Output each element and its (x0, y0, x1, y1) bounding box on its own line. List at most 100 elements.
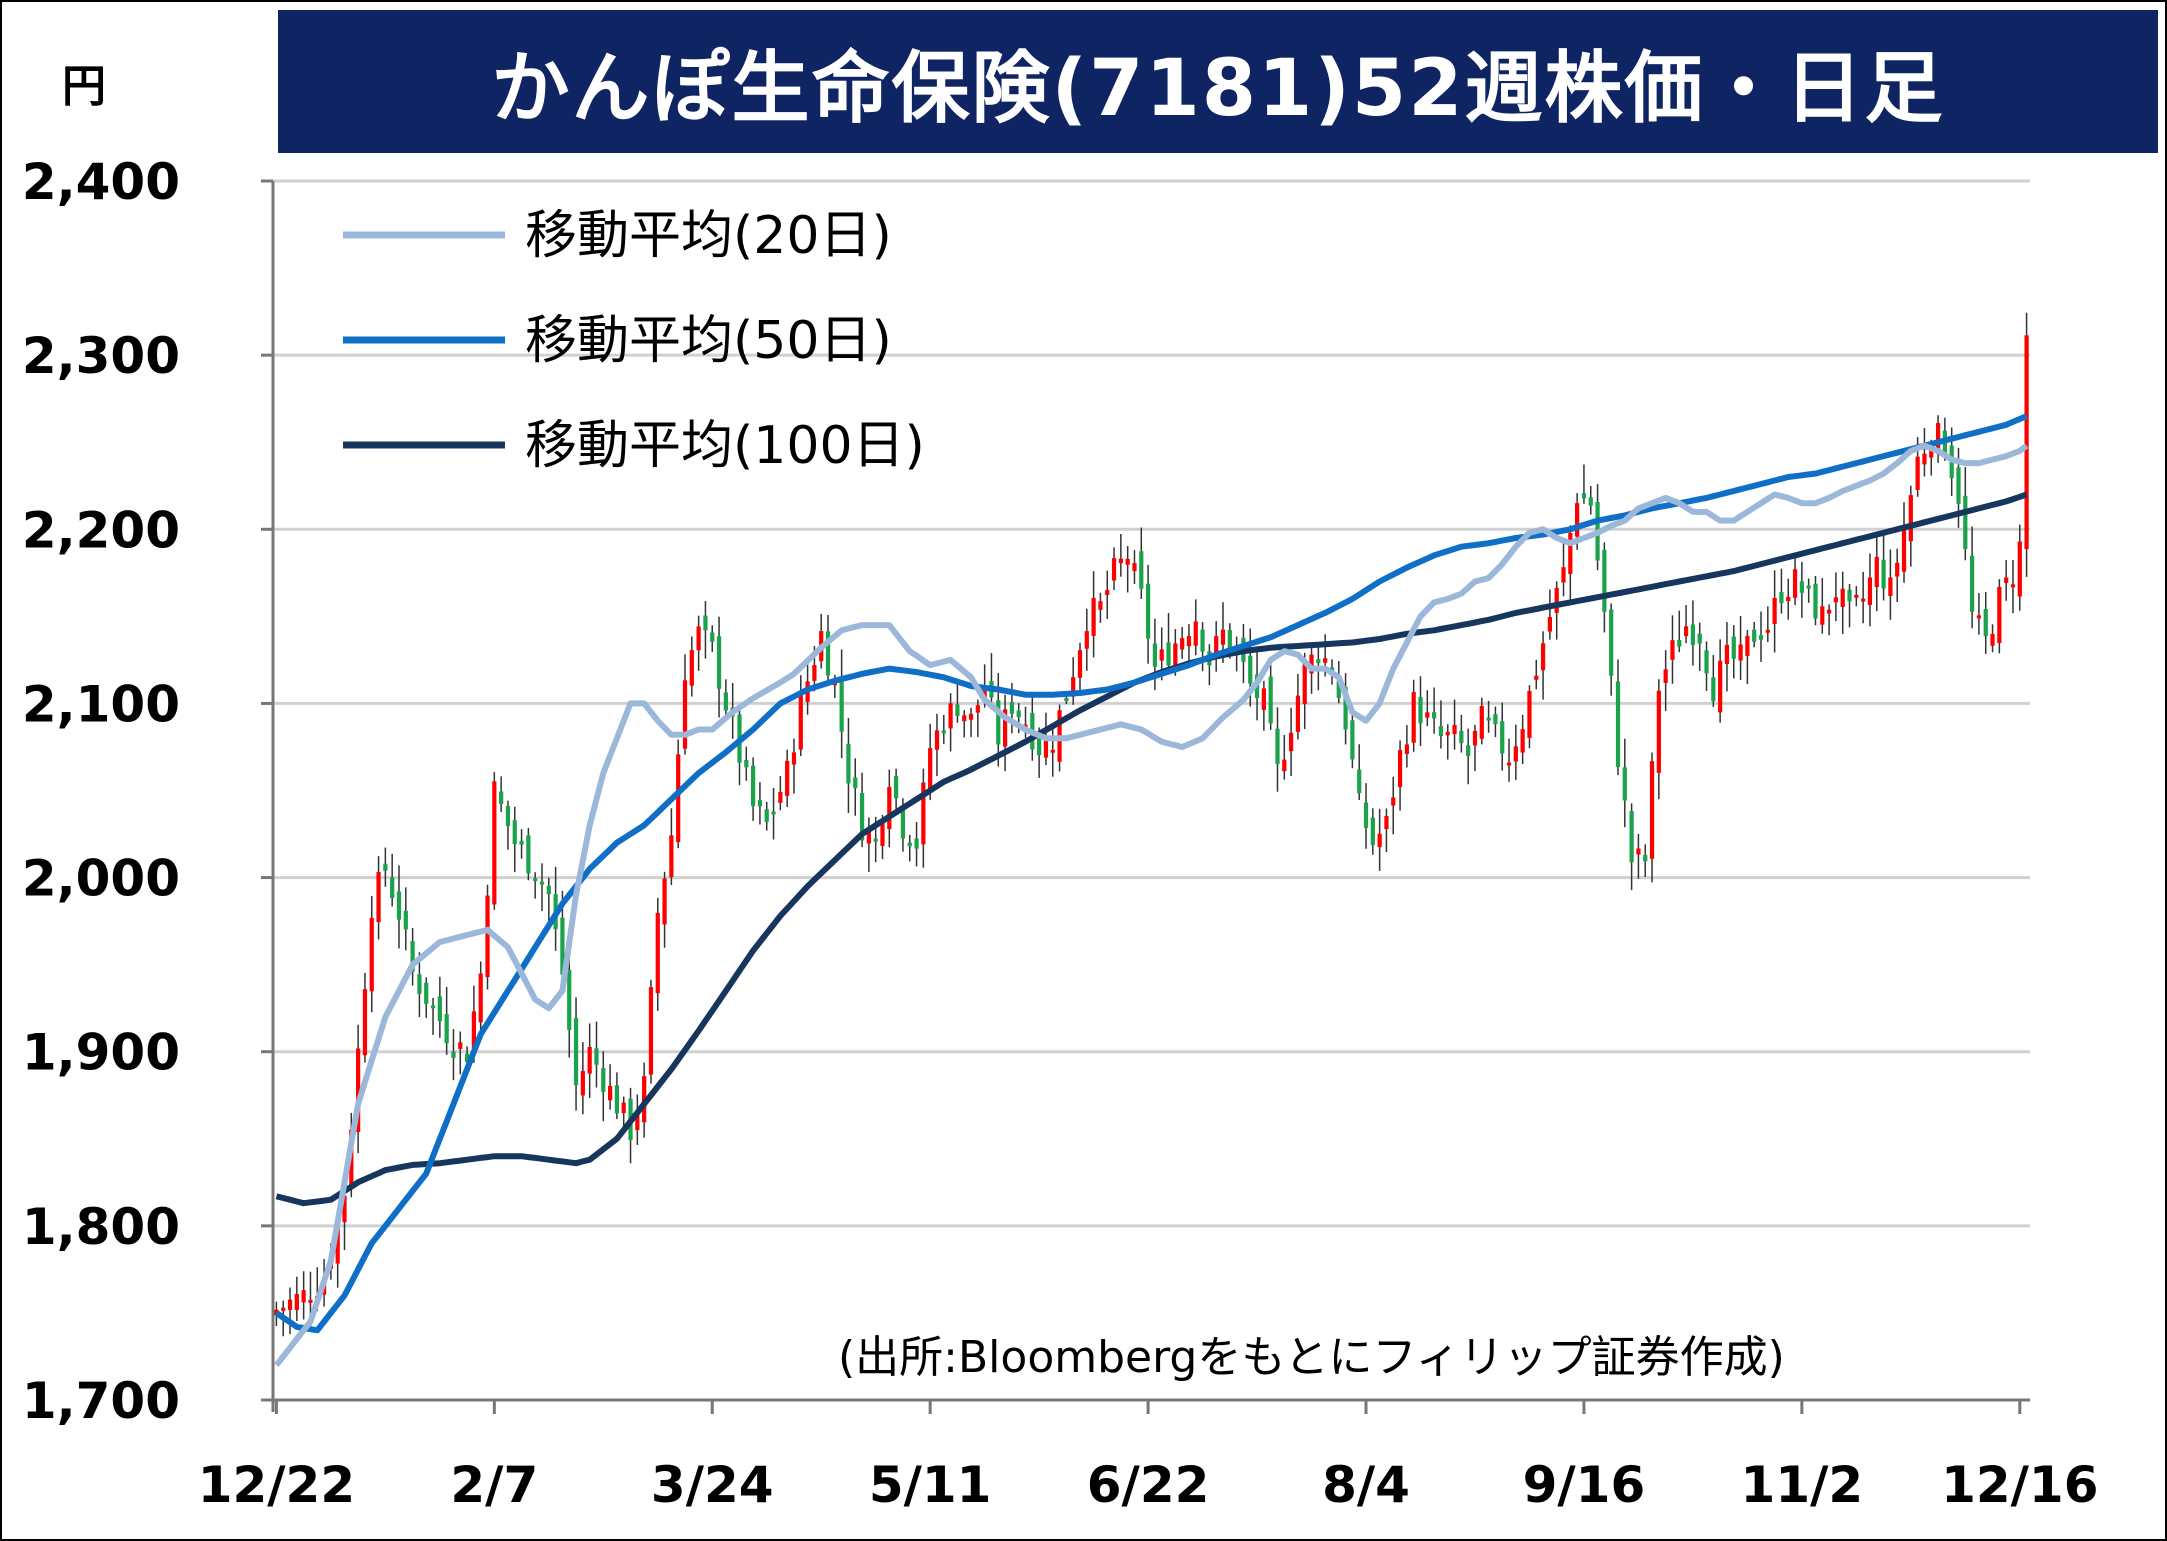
candle-up (1309, 654, 1314, 674)
candle-up (1391, 797, 1396, 806)
candle-up (655, 912, 660, 994)
candle-up (2024, 335, 2029, 550)
candle-up (1718, 660, 1723, 713)
y-tick-label: 2,300 (22, 327, 180, 385)
candle-up (1908, 495, 1913, 542)
ma100-line (275, 491, 2028, 1207)
candle-up (1820, 606, 1825, 625)
candle-down (1956, 467, 1961, 504)
candle-down (430, 1005, 436, 1009)
x-tick-label: 6/22 (1087, 1456, 1210, 1514)
y-tick-label: 2,000 (22, 850, 180, 908)
candle-up (621, 1102, 626, 1114)
candle-up (689, 650, 694, 686)
candle-up (962, 715, 967, 722)
candle-down (1336, 680, 1341, 698)
candle-up (1874, 556, 1879, 588)
candle-down (1799, 581, 1804, 593)
candle-down (825, 631, 831, 676)
candle-down (383, 863, 388, 871)
candle-down (846, 743, 851, 784)
candle-down (1963, 495, 1968, 549)
candle-down (1711, 677, 1716, 702)
candle-up (1561, 567, 1566, 583)
candle-up (1575, 503, 1580, 537)
candle-down (894, 776, 899, 799)
source-note: (出所:Bloombergをもとにフィリップ証券作成) (838, 1332, 1785, 1383)
candle-down (451, 1051, 456, 1058)
candle-up (1724, 644, 1730, 665)
candle-down (914, 838, 919, 849)
candle-up (1786, 596, 1791, 602)
candle-down (859, 792, 865, 841)
candle-down (1009, 702, 1015, 714)
candle-down (1806, 585, 1811, 589)
candle-up (1568, 532, 1573, 574)
candle-up (682, 680, 688, 749)
candle-down (1268, 676, 1273, 724)
candle-down (410, 941, 415, 972)
candle-down (955, 704, 960, 716)
candle-up (696, 626, 701, 651)
candle-down (1677, 639, 1682, 647)
candle-down (1588, 497, 1593, 506)
candle-up (1214, 636, 1219, 655)
candle-down (1350, 720, 1355, 760)
candle-up (1050, 749, 1055, 753)
candle-up (1833, 597, 1839, 603)
candle-up (1159, 649, 1164, 661)
candle-down (723, 692, 728, 711)
candle-up (471, 1011, 477, 1055)
candle-down (546, 885, 551, 895)
candle-up (281, 1307, 286, 1311)
candle-up (580, 1071, 585, 1096)
candle-down (1629, 811, 1634, 863)
candle-down (757, 800, 763, 807)
candle-up (1935, 423, 1941, 454)
candle-down (1459, 730, 1464, 744)
candle-down (573, 1018, 579, 1086)
candle-up (1997, 587, 2002, 644)
candle-up (1922, 453, 1927, 465)
candle-down (437, 996, 442, 1022)
ma50-line (274, 413, 2028, 1334)
candle-up (1540, 643, 1546, 671)
candle-down (703, 615, 708, 631)
candle-up (1527, 690, 1532, 738)
candle-down (1370, 817, 1375, 845)
candle-down (1139, 551, 1144, 589)
candle-up (662, 878, 667, 925)
candle-up (376, 872, 381, 923)
candle-down (1983, 608, 1988, 637)
candle-down (594, 1048, 599, 1065)
candle-down (1166, 642, 1171, 666)
candle-down (900, 807, 906, 839)
candle-down (1357, 769, 1362, 794)
candle-up (1425, 712, 1430, 718)
candle-down (1200, 629, 1205, 652)
candle-down (1493, 714, 1498, 725)
candle-up (1738, 644, 1743, 661)
candle-up (812, 665, 817, 681)
candle-up (1323, 658, 1328, 663)
candle-up (1220, 629, 1226, 645)
candle-up (648, 987, 654, 1075)
candle-up (928, 748, 933, 789)
candle-up (1118, 558, 1123, 564)
candle-down (1275, 728, 1280, 765)
candle-down (1486, 717, 1491, 721)
candle-up (1084, 631, 1089, 649)
candle-down (1622, 767, 1627, 801)
candle-down (567, 969, 572, 1031)
candle-up (1656, 690, 1661, 773)
candle-up (2004, 577, 2009, 584)
candle-down (1881, 559, 1886, 589)
candle-down (1227, 630, 1232, 651)
candle-up (1125, 558, 1130, 565)
candle-up (1506, 762, 1512, 766)
candle-down (1970, 555, 1975, 612)
candle-up (1895, 562, 1900, 577)
candle-down (1064, 698, 1069, 702)
